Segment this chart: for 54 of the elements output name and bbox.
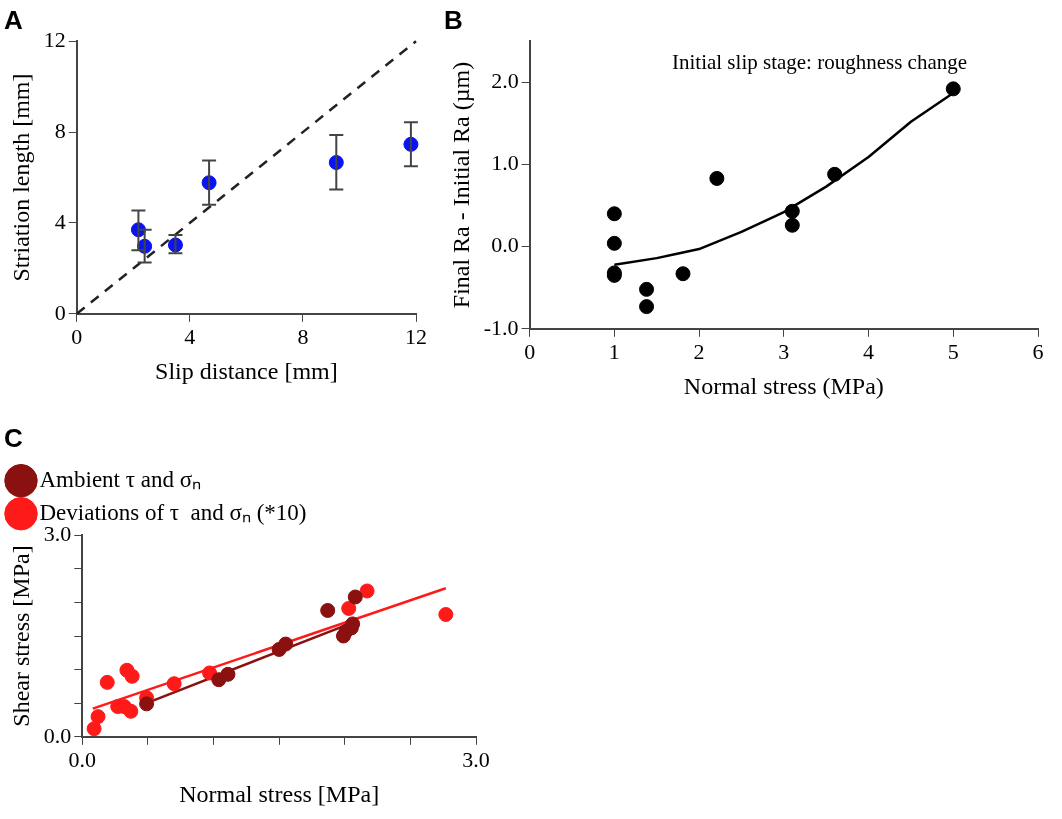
point bbox=[639, 281, 655, 297]
annotation: Initial slip stage: roughness change bbox=[671, 50, 968, 75]
point bbox=[606, 206, 622, 222]
x-tick-label: 2 bbox=[693, 338, 705, 364]
x-axis-title: Normal stress [MPa] bbox=[179, 780, 380, 807]
point bbox=[784, 217, 800, 233]
legend-label: Ambient τ and σₙ bbox=[39, 466, 202, 492]
point bbox=[166, 676, 182, 692]
y-tick-label: 8 bbox=[54, 117, 66, 143]
chart-title: B bbox=[444, 4, 463, 35]
point bbox=[278, 636, 294, 652]
point bbox=[438, 607, 454, 622]
y-tick-label: -1.0 bbox=[483, 314, 519, 340]
point bbox=[123, 703, 139, 719]
point bbox=[90, 709, 106, 725]
point bbox=[675, 266, 691, 282]
point bbox=[139, 696, 155, 712]
y-tick-label: 0 bbox=[54, 299, 66, 325]
point bbox=[99, 674, 115, 690]
point bbox=[827, 166, 843, 182]
point bbox=[359, 583, 375, 599]
y-axis-title: Shear stress [MPa] bbox=[7, 545, 34, 727]
x-tick-label: 4 bbox=[184, 323, 196, 349]
point bbox=[320, 602, 336, 618]
point bbox=[709, 170, 725, 186]
x-tick-label: 6 bbox=[1032, 338, 1044, 364]
chart-title: C bbox=[4, 422, 23, 453]
chart-title: A bbox=[4, 4, 23, 35]
x-tick-label: 1 bbox=[608, 338, 620, 364]
point bbox=[220, 666, 236, 682]
point bbox=[784, 203, 800, 219]
point bbox=[945, 81, 961, 97]
x-tick-label: 8 bbox=[297, 323, 309, 349]
y-tick-label: 0.0 bbox=[43, 722, 72, 748]
point bbox=[347, 589, 363, 605]
point bbox=[124, 668, 140, 684]
x-tick-label: 0 bbox=[524, 338, 536, 364]
x-tick-label: 3 bbox=[778, 338, 790, 364]
point bbox=[86, 721, 102, 737]
point bbox=[341, 600, 357, 616]
y-tick-label: 1.0 bbox=[491, 150, 519, 176]
y-tick-label: 4 bbox=[54, 208, 66, 234]
y-tick-label: 12 bbox=[43, 26, 66, 52]
y-axis-title: Striation length [mm] bbox=[7, 73, 34, 282]
y-tick-label: 0.0 bbox=[491, 232, 519, 258]
point bbox=[639, 299, 655, 315]
y-axis-title: Final Ra - Initial Ra (µm) bbox=[447, 61, 474, 309]
y-tick-label: 2.0 bbox=[491, 68, 519, 94]
x-axis-title: Slip distance [mm] bbox=[155, 357, 338, 384]
x-tick-label: 4 bbox=[863, 338, 875, 364]
point bbox=[606, 235, 622, 251]
x-tick-label: 12 bbox=[405, 323, 427, 349]
x-tick-label: 5 bbox=[947, 338, 959, 364]
x-axis-title: Normal stress (MPa) bbox=[683, 372, 884, 399]
